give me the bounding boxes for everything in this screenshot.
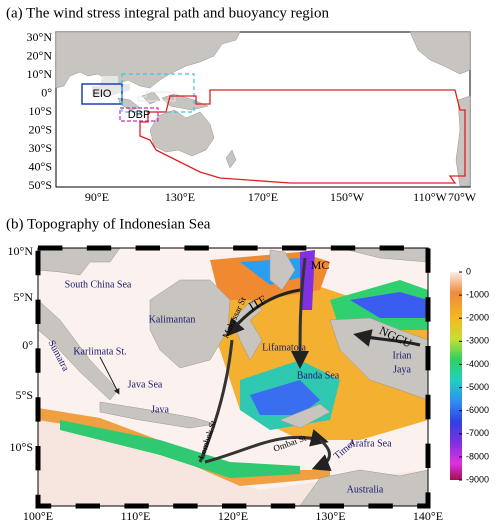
lon-label: 120°E [218, 509, 248, 523]
place-label: Lifamatola [262, 342, 306, 353]
lat-label: 40°S [29, 159, 52, 173]
lon-label: 70°W [448, 190, 477, 204]
colorbar [450, 272, 462, 480]
colorbar-label: -4000 [466, 359, 489, 369]
place-label: Kalimantan [149, 314, 196, 325]
place-label: Irian [393, 350, 412, 361]
lat-label: 10°N [27, 67, 53, 81]
colorbar-label: -6000 [466, 405, 489, 415]
place-label: Arafra Sea [348, 438, 392, 449]
lat-label: 5°N [14, 290, 34, 304]
lon-label: 170°E [248, 190, 278, 204]
place-label: Java [151, 404, 169, 415]
colorbar-label: -9000 [466, 474, 489, 484]
current-label: MC [311, 258, 330, 272]
lat-label: 30°N [27, 30, 53, 44]
place-label: South China Sea [65, 279, 132, 290]
lon-label: 110°W [413, 190, 447, 204]
lat-label: 5°S [16, 388, 33, 402]
colorbar-label: -3000 [466, 336, 489, 346]
lat-label: 50°S [29, 178, 52, 192]
panel-a-title: (a) The wind stress integral path and bu… [6, 5, 329, 21]
lat-label: 0° [22, 338, 33, 352]
lon-label: 150°W [330, 190, 365, 204]
place-label: Jaya [393, 364, 411, 375]
lon-label: 130°E [165, 190, 195, 204]
box-label: EIO [93, 88, 112, 100]
lon-label: 110°E [121, 509, 151, 523]
panel-b-map [35, 245, 431, 509]
place-label: Karlimata St. [73, 346, 126, 357]
colorbar-label: -2000 [466, 313, 489, 323]
lon-label: 90°E [85, 190, 109, 204]
lat-label: 20°N [27, 48, 53, 62]
colorbar-label: -8000 [466, 451, 489, 461]
lat-label: 20°S [29, 122, 52, 136]
colorbar-label: 0 [466, 266, 471, 276]
colorbar-label: -5000 [466, 382, 489, 392]
place-label: Australia [347, 484, 384, 495]
lon-label: 100°E [23, 509, 53, 523]
lat-label: 0° [41, 85, 52, 99]
colorbar-label: -1000 [466, 289, 489, 299]
lat-label: 10°N [8, 244, 34, 258]
box-label: DBP [128, 109, 151, 121]
lat-label: 10°S [10, 440, 33, 454]
lat-label: 10°S [29, 104, 52, 118]
colorbar-label: -7000 [466, 428, 489, 438]
lon-label: 130°E [315, 509, 345, 523]
lat-label: 30°S [29, 141, 52, 155]
place-label: Java Sea [128, 379, 163, 390]
place-label: Banda Sea [297, 370, 340, 381]
panel-b-title: (b) Topography of Indonesian Sea [6, 216, 211, 232]
panel-a-map [55, 31, 471, 188]
lon-label: 140°E [413, 509, 443, 523]
